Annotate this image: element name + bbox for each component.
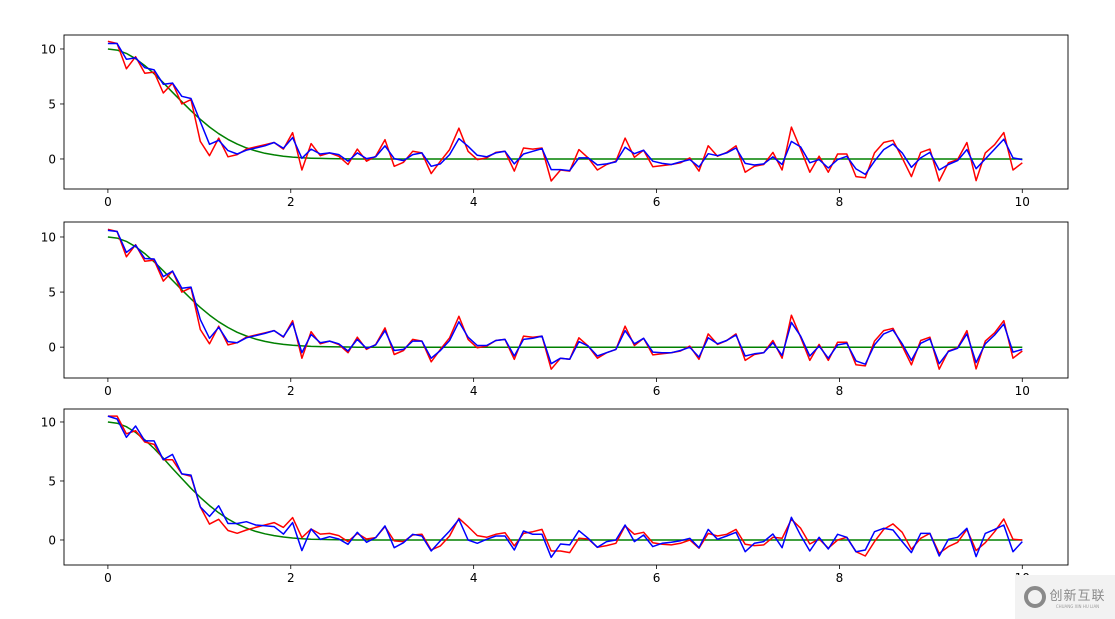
y-tick-label: 0 [48, 152, 56, 166]
watermark-subtext: CHUANG XIN HU LIAN [1055, 604, 1100, 609]
x-tick-label: 6 [653, 571, 661, 585]
x-tick-label: 0 [104, 571, 112, 585]
x-tick-label: 6 [653, 195, 661, 209]
watermark-text: 创新互联 [1049, 589, 1106, 604]
y-tick-label: 10 [41, 415, 56, 429]
x-tick-label: 0 [104, 195, 112, 209]
watermark-logo: 创新互联 CHUANG XIN HU LIAN [1015, 575, 1115, 619]
y-tick-label: 0 [48, 533, 56, 547]
x-tick-label: 2 [287, 571, 295, 585]
plot-area [107, 415, 1023, 559]
y-tick-label: 10 [41, 42, 56, 56]
plot-area [107, 40, 1023, 182]
x-tick-label: 4 [470, 195, 478, 209]
x-tick-label: 2 [287, 195, 295, 209]
axes-frame [63, 221, 1069, 379]
y-tick-label: 5 [48, 97, 56, 111]
series-line-red [107, 228, 1023, 370]
series-line-green [107, 48, 1023, 160]
y-tick-label: 10 [41, 230, 56, 244]
x-tick-label: 8 [836, 384, 844, 398]
x-tick-label: 10 [1015, 384, 1030, 398]
series-line-blue [107, 415, 1023, 559]
x-tick-label: 2 [287, 384, 295, 398]
series-line-green [107, 236, 1023, 348]
y-tick-label: 0 [48, 341, 56, 355]
x-tick-label: 4 [470, 384, 478, 398]
y-tick-label: 5 [48, 474, 56, 488]
x-tick-label: 6 [653, 384, 661, 398]
axes-frame [63, 408, 1069, 566]
plot-area [107, 228, 1023, 370]
x-tick-label: 4 [470, 571, 478, 585]
axes-frame [63, 34, 1069, 190]
x-tick-label: 8 [836, 195, 844, 209]
logo-icon [1024, 586, 1047, 608]
series-line-blue [107, 229, 1023, 365]
series-line-red [107, 40, 1023, 182]
subplot-2: 0 2 4 6 8 10 0 5 10 [41, 221, 1069, 398]
x-tick-label: 8 [836, 571, 844, 585]
subplot-1: 0 2 4 6 8 10 0 5 10 [41, 34, 1069, 209]
series-line-blue [107, 42, 1023, 176]
x-tick-label: 10 [1015, 195, 1030, 209]
x-tick-label: 0 [104, 384, 112, 398]
series-line-red [107, 415, 1023, 557]
y-tick-label: 5 [48, 286, 56, 300]
